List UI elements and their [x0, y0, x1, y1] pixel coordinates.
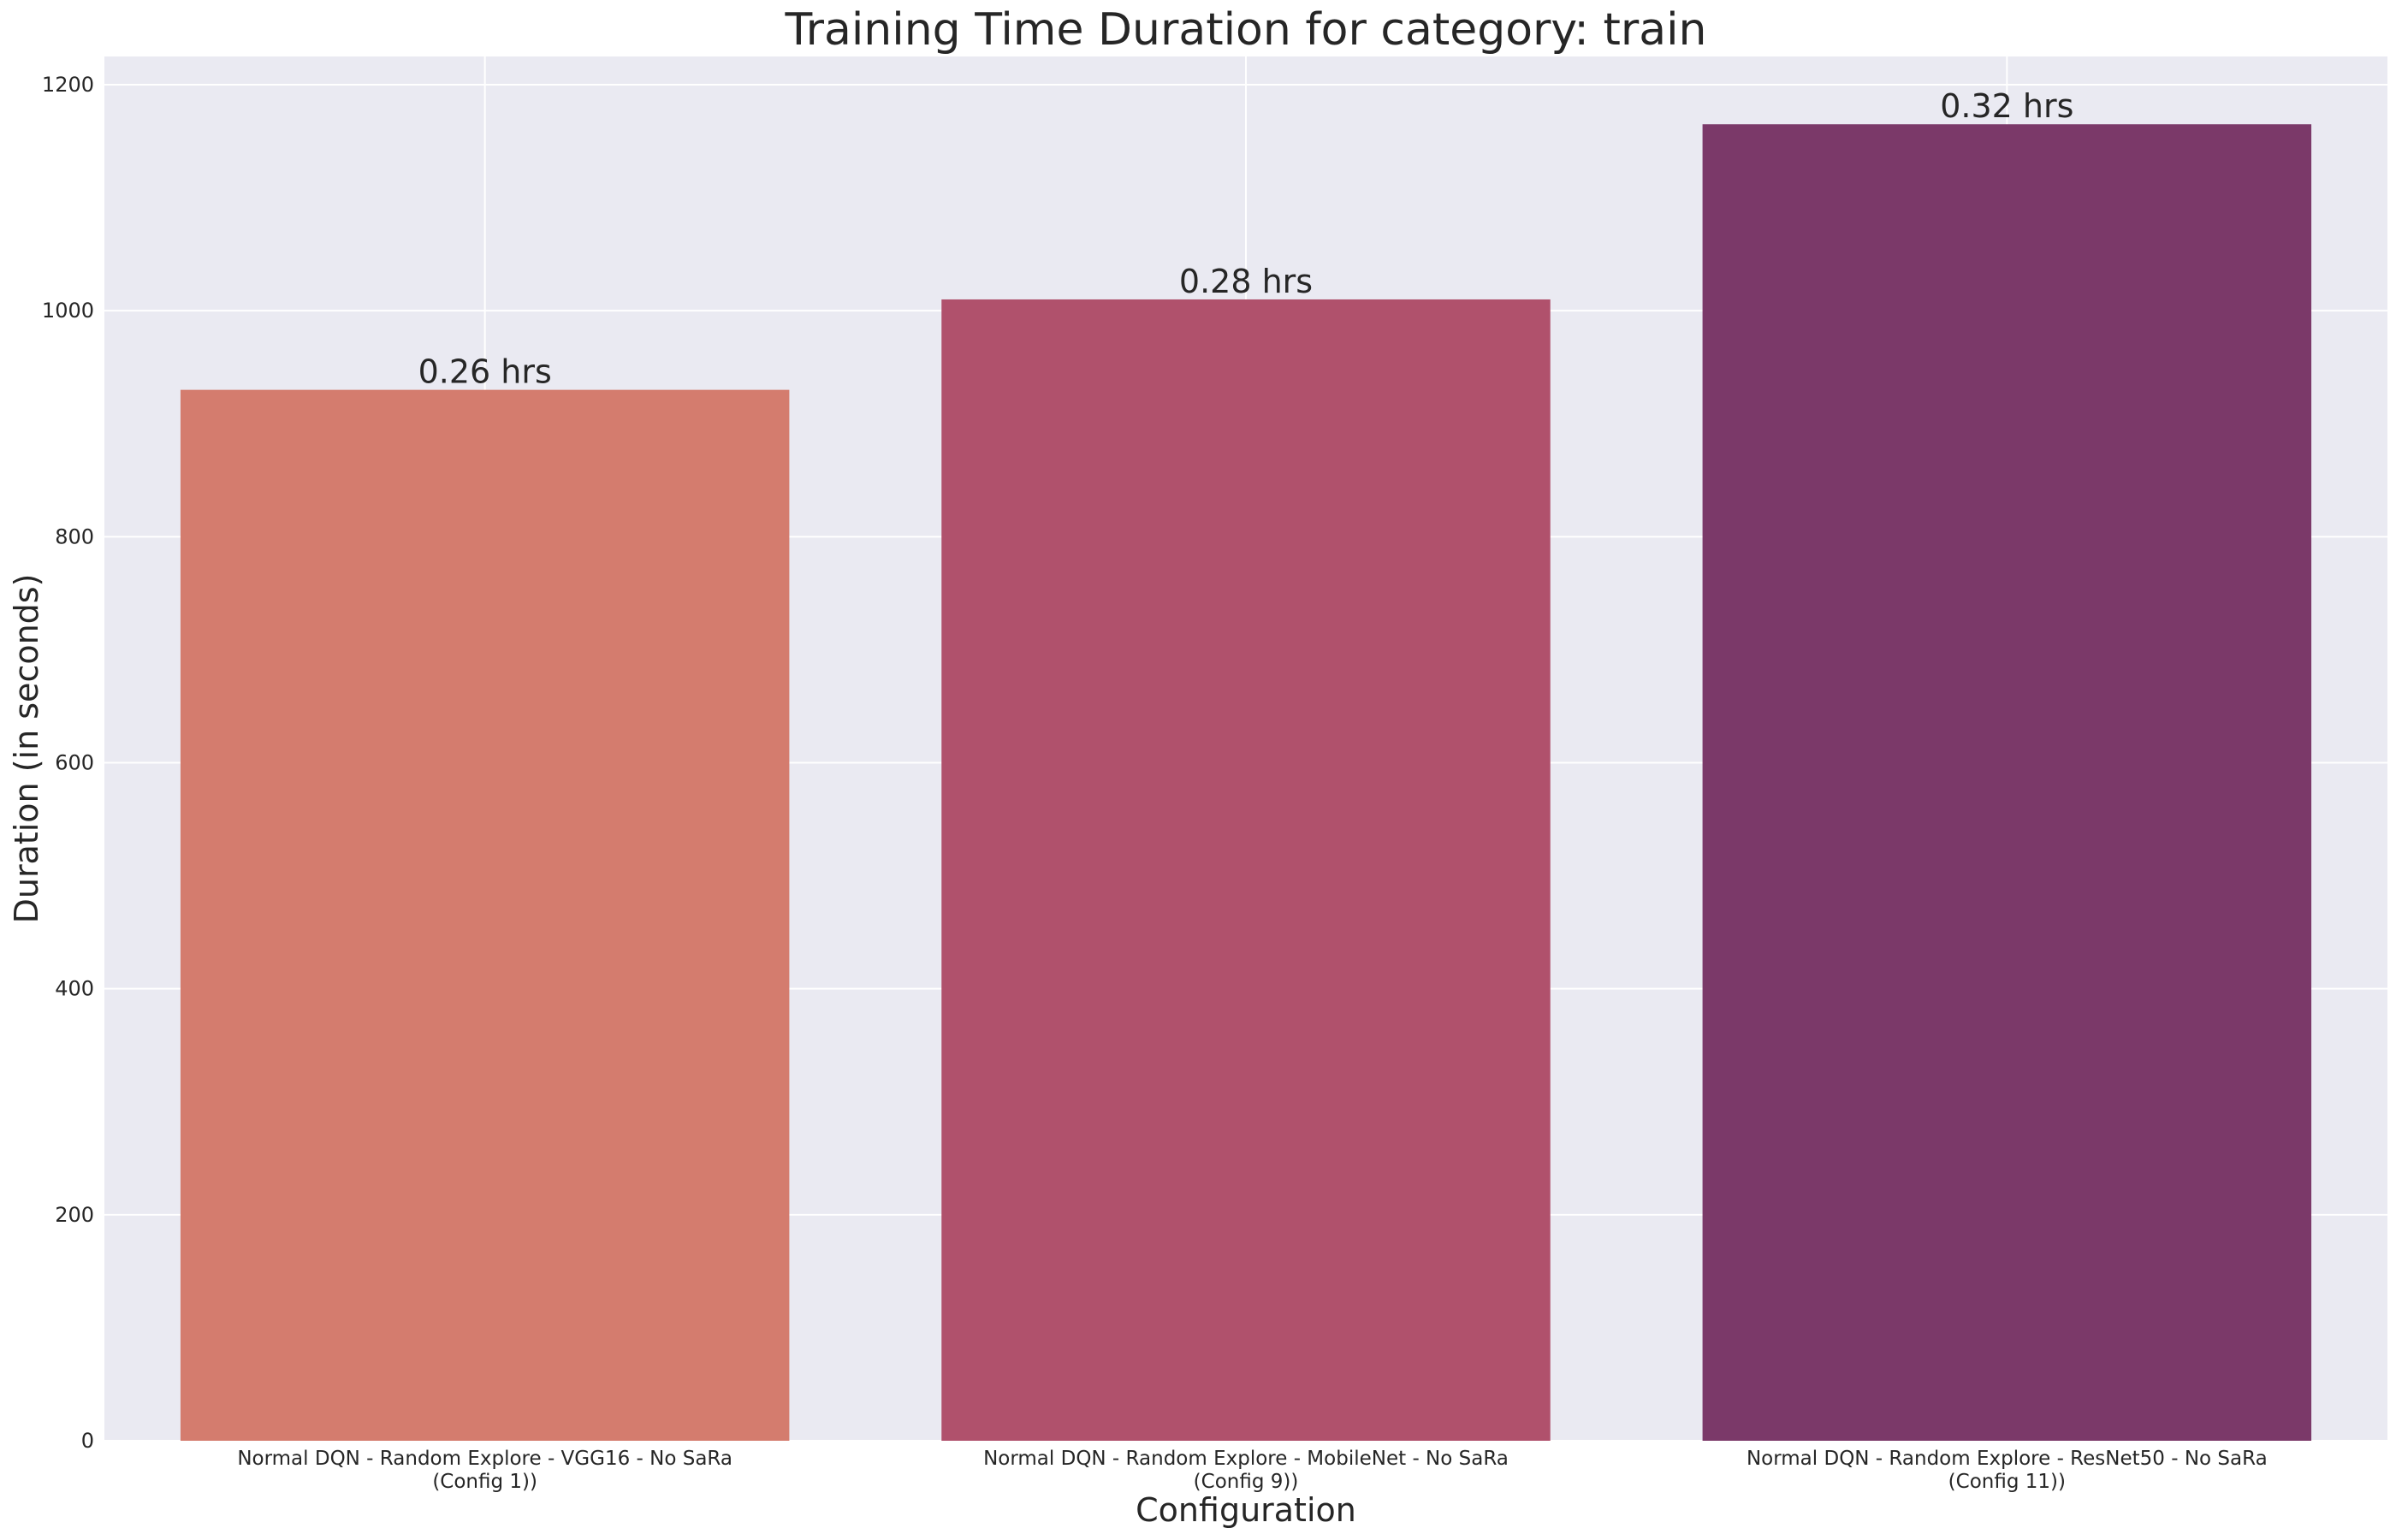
bar-data-label: 0.28 hrs	[1179, 263, 1313, 300]
y-axis-ticks: 0 200 400 600 800 1000 1200	[42, 73, 94, 1453]
x-axis-label: Configuration	[1136, 1491, 1356, 1529]
chart-title: Training Time Duration for category: tra…	[784, 4, 1706, 56]
x-axis-ticks: Normal DQN - Random Explore - VGG16 - No…	[237, 1448, 2267, 1493]
y-axis-label: Duration (in seconds)	[8, 574, 45, 924]
y-tick-label: 1000	[42, 299, 94, 323]
x-tick-label: Normal DQN - Random Explore - MobileNet …	[983, 1448, 1509, 1493]
bars: 0.26 hrs 0.28 hrs 0.32 hrs	[180, 87, 2312, 1441]
y-tick-label: 600	[55, 751, 94, 775]
bar	[180, 389, 790, 1441]
bar	[1702, 124, 2312, 1441]
y-tick-label: 200	[55, 1203, 94, 1227]
y-tick-label: 1200	[42, 73, 94, 97]
bar-data-label: 0.32 hrs	[1940, 87, 2073, 125]
x-tick-label: Normal DQN - Random Explore - ResNet50 -…	[1747, 1448, 2268, 1493]
bar-data-label: 0.26 hrs	[418, 353, 552, 391]
bar	[941, 299, 1551, 1441]
y-tick-label: 400	[55, 977, 94, 1001]
x-tick-label: Normal DQN - Random Explore - VGG16 - No…	[237, 1448, 732, 1493]
y-tick-label: 0	[81, 1429, 94, 1453]
y-tick-label: 800	[55, 524, 94, 548]
